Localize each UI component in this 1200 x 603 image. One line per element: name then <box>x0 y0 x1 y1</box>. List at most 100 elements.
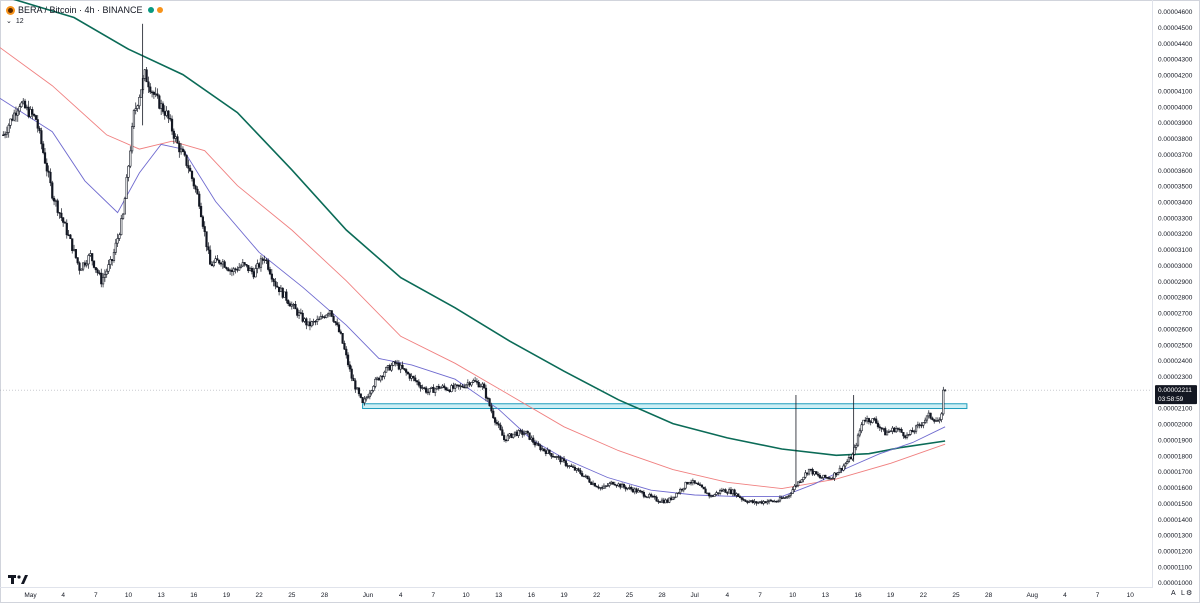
candle-body <box>394 361 397 364</box>
candle-body <box>760 501 763 504</box>
candle-body <box>116 238 119 244</box>
candle-body <box>492 410 495 419</box>
price-tick-label: 0.00003900 <box>1158 120 1193 127</box>
time-scale[interactable]: May 4 7 10 13 16 19 22 25 28 Jun 4 7 10 13 16 19 22 25 28 Ju… <box>0 588 1152 602</box>
candle-body <box>815 471 818 475</box>
log-scale-toggle[interactable]: L <box>1181 590 1185 597</box>
candle-body <box>610 481 613 484</box>
candle-body <box>884 428 887 436</box>
candle-body <box>303 318 306 322</box>
indicator-legend[interactable]: ⌄ 12 <box>6 17 24 26</box>
price-tick-label: 0.00004300 <box>1158 57 1193 64</box>
candle-body <box>591 482 595 485</box>
candle-body <box>94 267 97 271</box>
plot-area[interactable] <box>0 0 1153 588</box>
price-tick-label: 0.00003800 <box>1158 136 1193 143</box>
time-tick-label: Jul <box>691 592 700 599</box>
candle-body <box>542 448 546 452</box>
candle-body <box>7 124 10 133</box>
candle-body <box>835 472 838 476</box>
candle-body <box>680 489 684 491</box>
candle-body <box>268 269 272 275</box>
candle-body <box>136 105 139 109</box>
candle-body <box>138 96 141 107</box>
candle-body <box>913 430 916 433</box>
price-tick-label: 0.00004000 <box>1158 104 1193 111</box>
price-tick-label: 0.00002400 <box>1158 358 1193 365</box>
candle-body <box>746 501 749 503</box>
price-tick-label: 0.00001600 <box>1158 485 1193 492</box>
candle-body <box>557 456 560 458</box>
candle-body <box>337 324 341 333</box>
candle-body <box>475 381 479 383</box>
candle-body <box>105 270 108 275</box>
candle-body <box>738 496 742 498</box>
gear-icon[interactable]: ⚙ <box>1186 590 1193 597</box>
price-scale[interactable]: 0.00004600 0.00004500 0.00004400 0.00004300… <box>1153 0 1199 588</box>
candle-body <box>181 148 185 152</box>
tradingview-logo[interactable] <box>8 573 28 587</box>
candle-body <box>423 387 426 389</box>
candle-body <box>811 469 814 475</box>
candles <box>2 23 947 506</box>
chevron-down-icon[interactable]: ⌄ <box>6 18 12 25</box>
candle-body <box>622 483 626 488</box>
candle-body <box>13 112 16 121</box>
candle-body <box>871 418 874 423</box>
candle-body <box>571 466 575 468</box>
time-tick-label: 22 <box>256 592 264 599</box>
time-tick-label: 19 <box>560 592 568 599</box>
candle-body <box>305 318 308 326</box>
candle-body <box>493 417 497 423</box>
candle-body <box>56 200 59 213</box>
candle-body <box>156 93 159 97</box>
candle-body <box>185 154 188 166</box>
auto-scale-toggle[interactable]: A <box>1171 590 1176 597</box>
candle-body <box>129 150 132 167</box>
candle-body <box>386 365 390 368</box>
candle-body <box>134 108 137 111</box>
candle-body <box>414 377 417 382</box>
candle-body <box>149 86 152 93</box>
candle-body <box>372 386 375 391</box>
candle-body <box>579 470 582 474</box>
candle-body <box>165 110 168 116</box>
candle-body <box>666 499 669 503</box>
candle-body <box>753 501 756 503</box>
candle-body <box>356 387 359 390</box>
candle-body <box>127 165 130 178</box>
time-tick-label: 13 <box>495 592 503 599</box>
candle-body <box>412 375 415 379</box>
candle-body <box>65 222 68 236</box>
price-chart[interactable] <box>0 0 1152 587</box>
candle-body <box>662 499 665 504</box>
candle-body <box>749 500 753 502</box>
candle-body <box>379 375 382 381</box>
candle-body <box>143 69 146 79</box>
time-tick-label: 4 <box>726 592 730 599</box>
price-tick-label: 0.00004600 <box>1158 9 1193 16</box>
price-tick-label: 0.00003300 <box>1158 215 1193 222</box>
candle-body <box>401 364 404 369</box>
candle-body <box>385 367 388 373</box>
candle-body <box>577 468 580 471</box>
candle-body <box>847 457 851 462</box>
candle-body <box>878 426 881 428</box>
price-tick-label: 0.00004100 <box>1158 88 1193 95</box>
candle-body <box>452 385 455 389</box>
price-tick-label: 0.00003500 <box>1158 184 1193 191</box>
candle-body <box>207 246 210 251</box>
candle-body <box>123 198 126 215</box>
symbol-legend[interactable]: BERA / Bitcoin · 4h · BINANCE <box>6 5 163 15</box>
candle-body <box>161 103 165 112</box>
time-tick-label: 7 <box>1096 592 1100 599</box>
candle-body <box>357 387 361 395</box>
candle-body <box>651 495 655 498</box>
price-tick-label: 0.00003700 <box>1158 152 1193 159</box>
candle-body <box>466 382 469 386</box>
candle-body <box>368 392 371 398</box>
time-tick-label: 4 <box>399 592 403 599</box>
price-tick-label: 0.00004400 <box>1158 41 1193 48</box>
candle-body <box>22 100 25 104</box>
candle-body <box>348 364 351 370</box>
